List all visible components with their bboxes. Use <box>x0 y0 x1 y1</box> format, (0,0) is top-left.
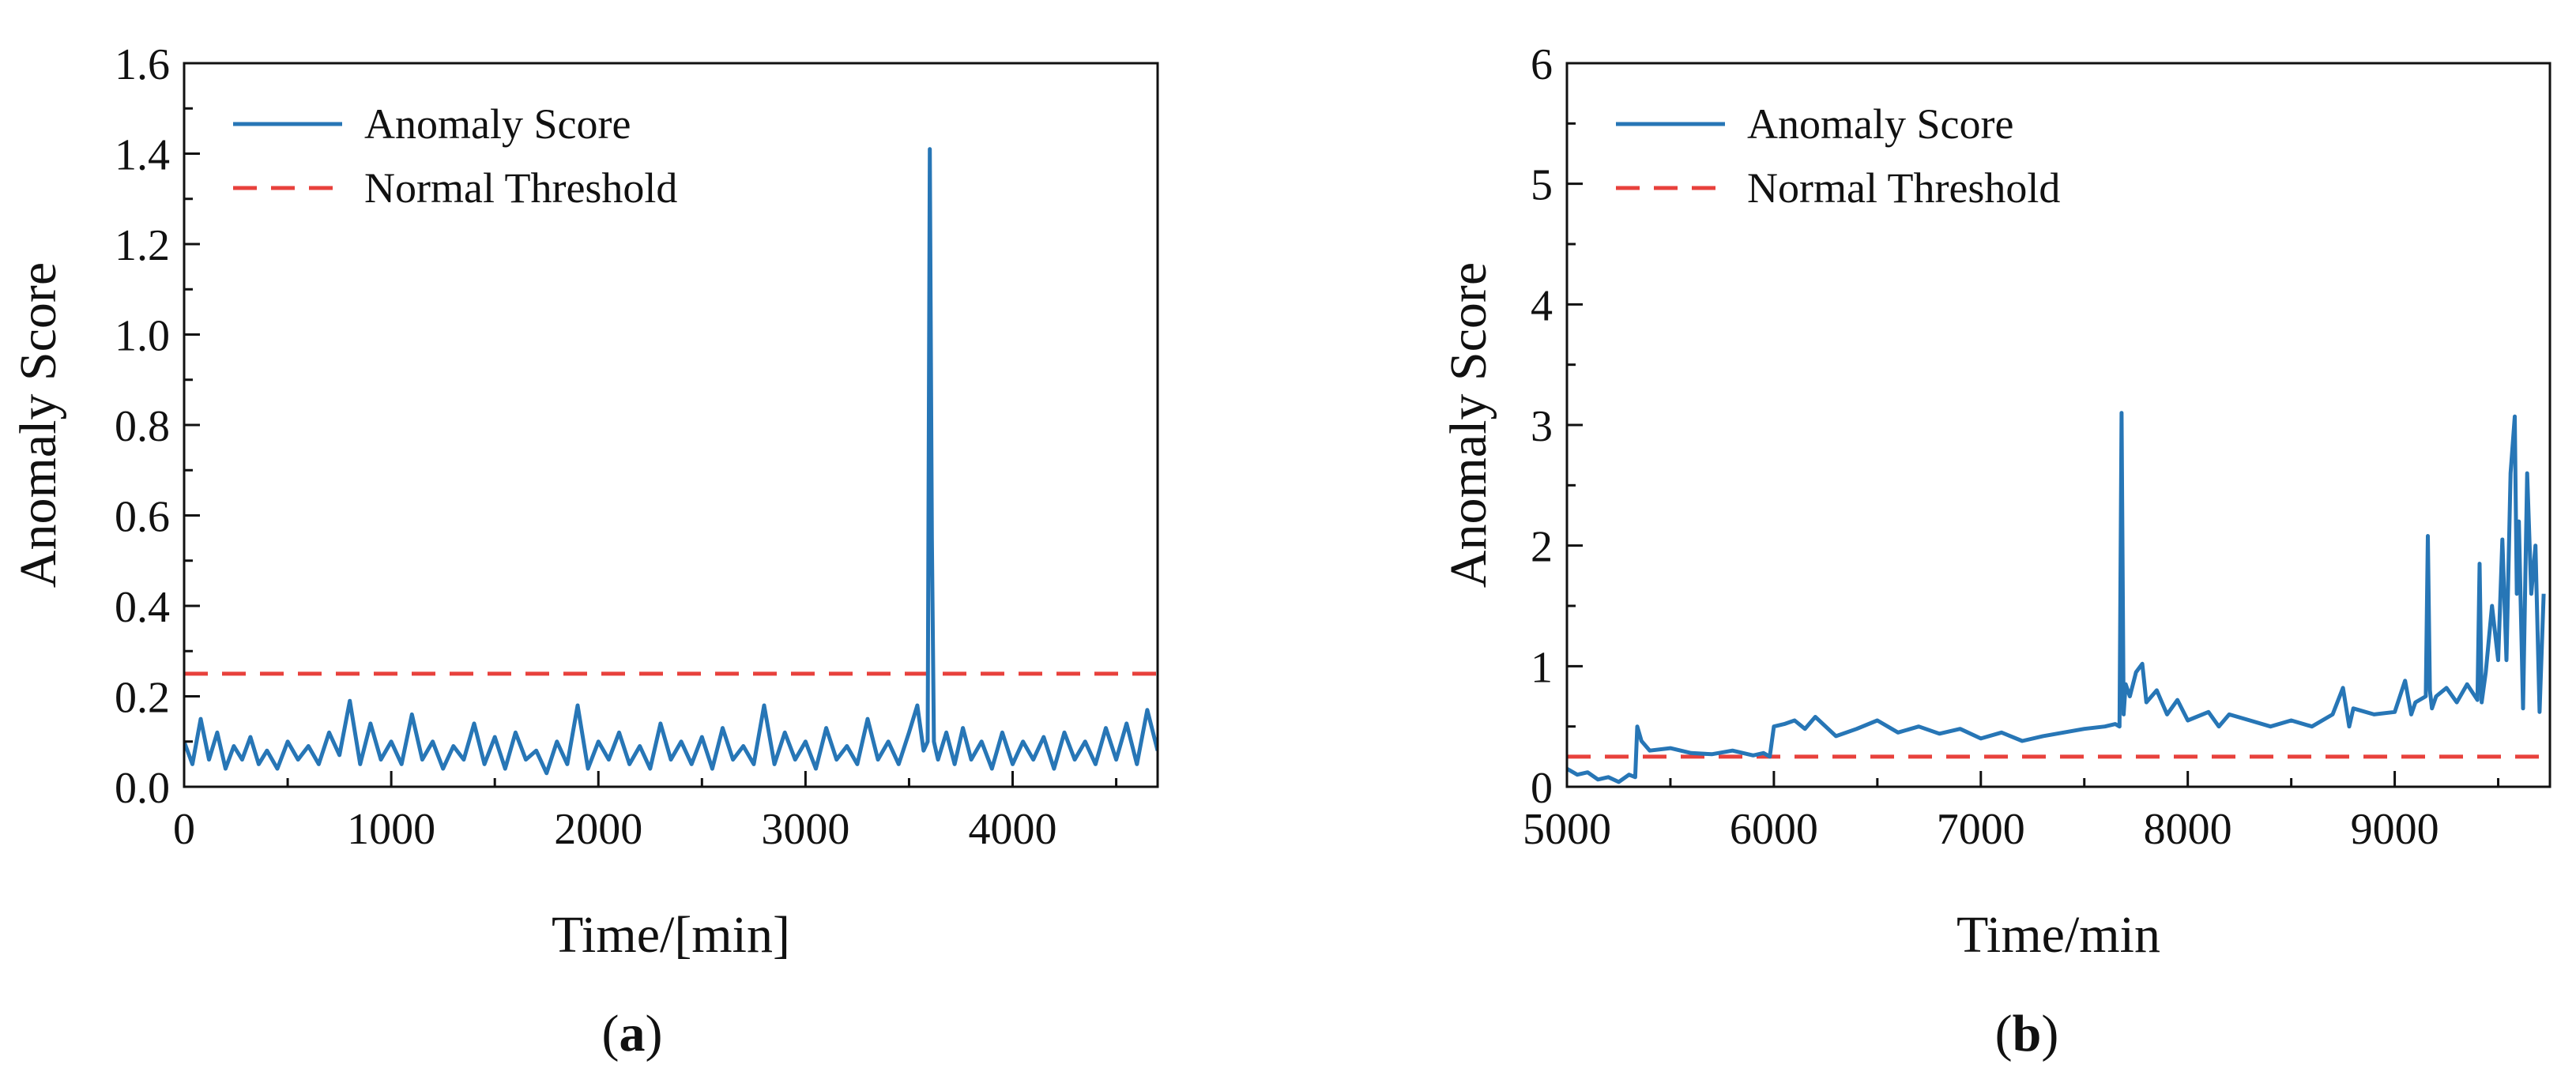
y-tick-label: 1.2 <box>115 221 170 270</box>
legend-label-normal-threshold: Normal Threshold <box>1747 164 2060 212</box>
x-tick-label: 3000 <box>761 805 849 854</box>
panel-label-letter: a <box>620 1005 646 1062</box>
series-line-anomaly-score <box>184 147 1158 776</box>
panel-label-close: ) <box>2041 1005 2058 1062</box>
y-tick-label: 4 <box>1531 281 1553 330</box>
x-axis-title: Time/[min] <box>552 906 790 964</box>
x-tick-label: 2000 <box>554 805 642 854</box>
y-tick-label: 0.2 <box>115 674 170 723</box>
legend-label-anomaly-score: Anomaly Score <box>364 100 631 148</box>
y-tick-label: 0.6 <box>115 493 170 542</box>
y-tick-label: 1 <box>1531 643 1553 692</box>
legend-label-normal-threshold: Normal Threshold <box>364 164 677 212</box>
y-tick-label: 0 <box>1531 764 1553 813</box>
chart-panel-a: 0 1000 2000 3000 4000 0.0 0.2 0.4 0.6 0.8 1.0 1.2 1.… <box>9 40 1159 1062</box>
y-tick-label: 3 <box>1531 402 1553 451</box>
y-tick-label: 0.8 <box>115 402 170 451</box>
x-tick-label: 8000 <box>2144 805 2232 854</box>
y-tick-label: 0.4 <box>115 583 170 632</box>
y-tick-label: 0.0 <box>115 764 170 813</box>
x-tick-label: 5000 <box>1523 805 1611 854</box>
legend-label-anomaly-score: Anomaly Score <box>1747 100 2013 148</box>
panel-label-open: ( <box>1995 1005 2013 1062</box>
y-tick-label: 1.0 <box>115 312 170 361</box>
panel-label-open: ( <box>602 1005 620 1062</box>
y-axis-title: Anomaly Score <box>9 262 67 588</box>
x-tick-label: 0 <box>173 805 195 854</box>
x-tick-label: 1000 <box>347 805 435 854</box>
chart-panel-b: 5000 6000 7000 8000 9000 0 1 2 3 4 5 6 Time/min Anoma… <box>1440 40 2552 1062</box>
x-tick-label: 6000 <box>1730 805 1818 854</box>
y-axis-title: Anomaly Score <box>1440 262 1497 588</box>
y-tick-label: 1.4 <box>115 131 170 180</box>
panel-label: (b) <box>1995 1005 2059 1062</box>
panel-label-close: ) <box>646 1005 663 1062</box>
series-line-anomaly-score <box>1567 411 2546 784</box>
x-tick-label: 9000 <box>2351 805 2439 854</box>
y-tick-label: 5 <box>1531 161 1553 210</box>
y-tick-label: 1.6 <box>115 40 170 89</box>
panel-label-letter: b <box>2013 1005 2042 1062</box>
y-tick-label: 2 <box>1531 523 1553 572</box>
x-tick-label: 4000 <box>969 805 1057 854</box>
x-tick-label: 7000 <box>1937 805 2025 854</box>
panel-label: (a) <box>602 1005 663 1062</box>
x-axis-title: Time/min <box>1956 906 2160 964</box>
y-tick-label: 6 <box>1531 40 1553 89</box>
